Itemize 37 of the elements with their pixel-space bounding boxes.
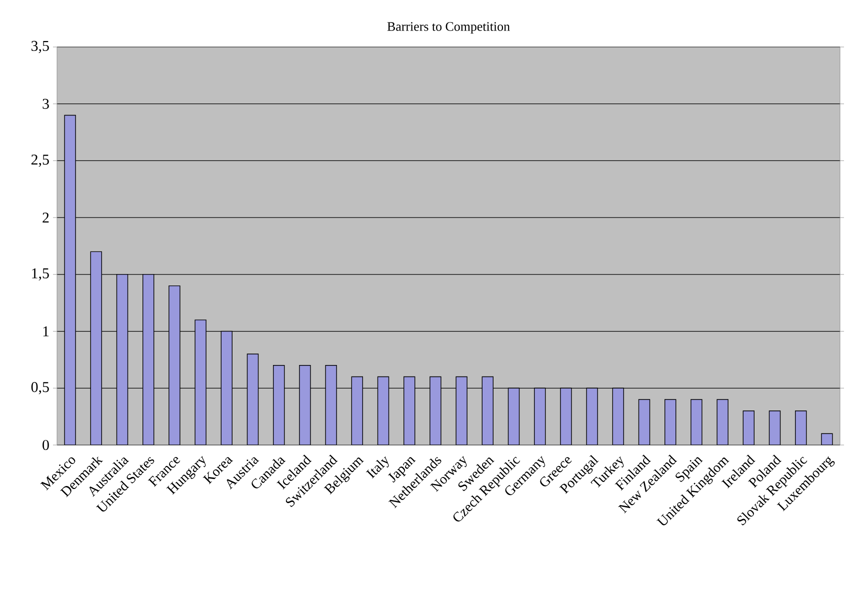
bar — [220, 330, 232, 445]
bar — [742, 410, 755, 445]
bar — [116, 274, 128, 445]
bar — [90, 251, 102, 445]
bar — [430, 376, 442, 445]
bar — [325, 365, 337, 445]
bar — [768, 410, 781, 445]
bar — [64, 114, 76, 445]
bar — [299, 365, 311, 445]
bar — [508, 388, 520, 445]
bar — [534, 388, 546, 445]
bar — [664, 399, 676, 445]
bar — [456, 376, 468, 445]
y-tick-label: 1,5 — [32, 268, 49, 281]
y-tick-label: 0,5 — [31, 382, 49, 394]
bar — [351, 376, 363, 445]
bar — [795, 410, 807, 445]
x-tick-label: Italy — [366, 456, 389, 479]
bar — [560, 388, 572, 445]
y-tick-label: 2,5 — [31, 154, 49, 167]
y-tick-label: 3,5 — [32, 40, 49, 54]
bar — [246, 354, 259, 445]
y-tick-label: 1 — [43, 326, 49, 336]
bar — [142, 274, 154, 445]
bar — [168, 285, 180, 445]
chart-title: Barriers to Competition — [387, 22, 510, 34]
bar — [638, 399, 650, 445]
bar — [273, 365, 285, 445]
bar — [404, 376, 416, 445]
bar — [586, 388, 598, 445]
bar — [482, 376, 494, 445]
y-tick-label: 2 — [42, 212, 49, 223]
bar — [194, 320, 206, 445]
bar — [377, 376, 390, 445]
bar — [612, 388, 624, 445]
y-tick-label: 3 — [42, 98, 49, 109]
y-tick-label: 0 — [42, 440, 49, 450]
